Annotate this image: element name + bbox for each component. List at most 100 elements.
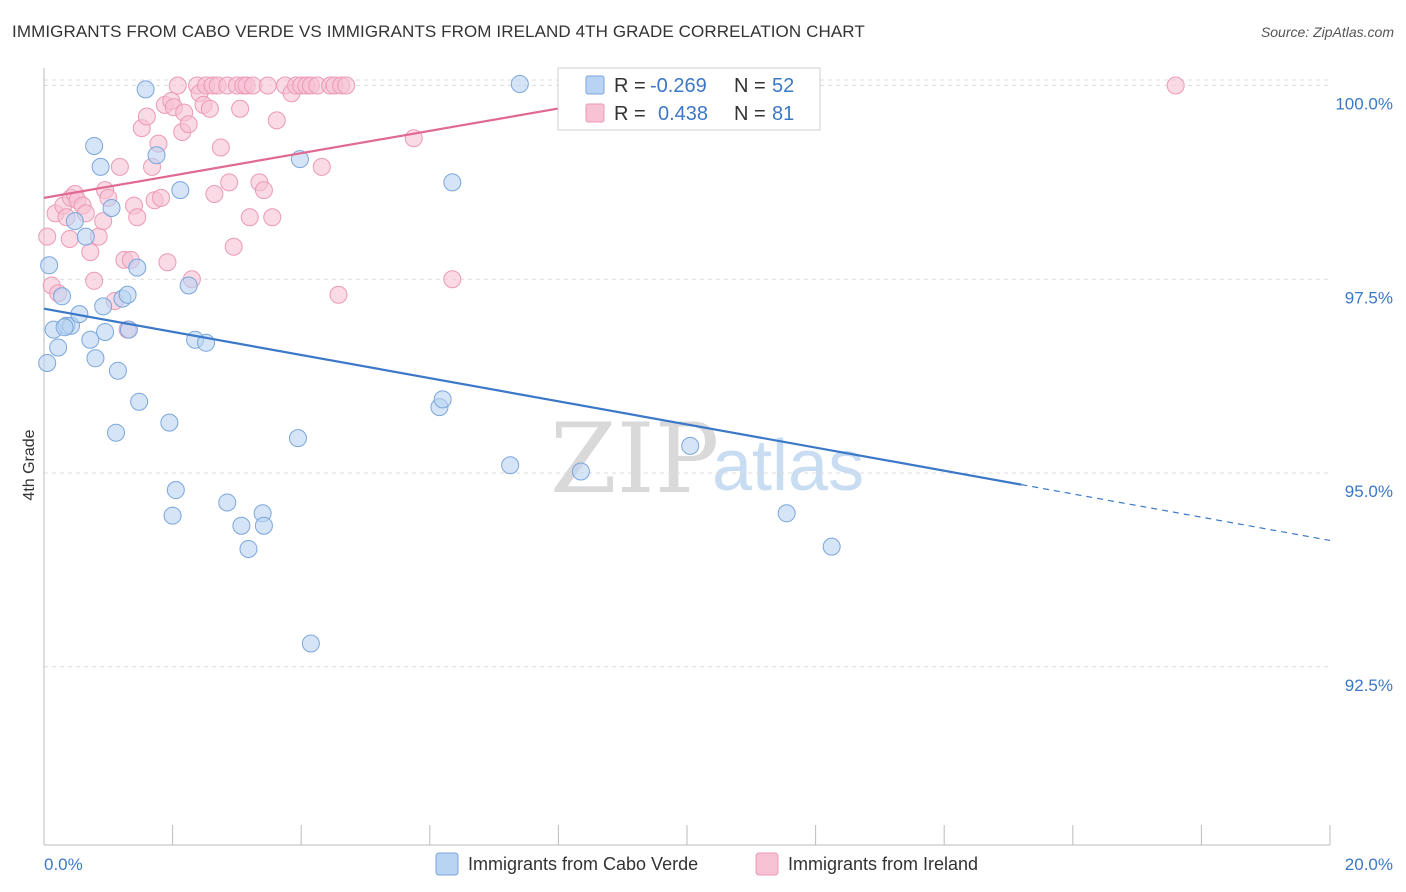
point-ireland (443, 270, 462, 289)
point-cabo (501, 456, 520, 475)
point-cabo (107, 423, 126, 442)
legend-r-value-ireland: 0.438 (658, 103, 708, 125)
series-legend-label-ireland: Immigrants from Ireland (788, 854, 978, 874)
trend-line-cabo (43, 307, 1022, 486)
point-ireland (220, 173, 239, 192)
point-ireland (85, 271, 104, 290)
tick-labels: 92.5% 95.0% 97.5% 100.0% 0.0% 20.0% (44, 95, 1393, 875)
point-cabo (55, 318, 74, 337)
point-cabo (163, 506, 182, 525)
point-cabo (49, 338, 68, 357)
point-cabo (232, 516, 251, 535)
trend-line-cabo-extension (1021, 484, 1331, 542)
legend-n-value-cabo: 52 (772, 75, 794, 97)
point-cabo (433, 390, 452, 409)
point-cabo (102, 198, 121, 217)
point-cabo (777, 504, 796, 523)
y-tick-label: 100.0% (1335, 95, 1393, 114)
chart-title: IMMIGRANTS FROM CABO VERDE VS IMMIGRANTS… (12, 22, 865, 41)
data-points (38, 74, 1185, 653)
point-ireland (158, 253, 177, 272)
point-ireland (211, 138, 230, 157)
point-cabo (571, 462, 590, 481)
y-axis-title: 4th Grade (21, 429, 38, 500)
series-legend: Immigrants from Cabo Verde Immigrants fr… (435, 852, 978, 876)
point-ireland (179, 115, 198, 134)
y-tick-label: 95.0% (1345, 482, 1393, 501)
watermark-atlas: atlas (712, 426, 864, 506)
x-tick-label-max: 20.0% (1345, 855, 1393, 874)
point-cabo (130, 392, 149, 411)
point-cabo (301, 634, 320, 653)
point-ireland (329, 285, 348, 304)
point-cabo (86, 349, 105, 368)
y-tick-label: 92.5% (1345, 676, 1393, 695)
point-cabo (147, 146, 166, 165)
point-ireland (60, 229, 79, 248)
series-legend-label-cabo: Immigrants from Cabo Verde (468, 854, 698, 874)
point-ireland (231, 99, 250, 118)
point-cabo (85, 136, 104, 155)
point-cabo (118, 285, 137, 304)
point-ireland (94, 212, 113, 231)
point-ireland (110, 157, 129, 176)
point-cabo (443, 173, 462, 192)
point-cabo (160, 413, 179, 432)
series-legend-swatch-ireland (755, 852, 779, 876)
legend-n-value-ireland: 81 (772, 103, 794, 125)
watermark: ZIP atlas (550, 403, 864, 515)
point-cabo (108, 361, 127, 380)
y-tick-label: 97.5% (1345, 288, 1393, 307)
point-cabo (822, 537, 841, 556)
point-ireland (267, 111, 286, 130)
point-cabo (681, 436, 700, 455)
point-ireland (205, 185, 224, 203)
legend-swatch-cabo (585, 75, 605, 95)
point-cabo (171, 181, 190, 200)
legend-swatch-ireland (585, 103, 605, 123)
point-cabo (76, 227, 95, 246)
legend-n-label: N = (734, 103, 766, 125)
point-cabo (53, 287, 72, 306)
legend-n-label: N = (734, 75, 766, 97)
point-cabo (136, 80, 155, 99)
point-ireland (168, 76, 187, 95)
watermark-zip: ZIP (550, 403, 719, 515)
point-ireland (263, 208, 282, 227)
point-ireland (258, 76, 277, 95)
point-ireland (337, 76, 356, 95)
source-label: Source: ZipAtlas.com (1260, 24, 1394, 40)
point-ireland (128, 208, 147, 227)
point-cabo (288, 429, 307, 448)
point-ireland (312, 157, 331, 176)
point-cabo (166, 481, 185, 500)
point-cabo (38, 353, 57, 372)
point-ireland (1166, 76, 1185, 95)
point-cabo (81, 330, 100, 349)
point-cabo (239, 539, 258, 558)
legend-r-label: R = (614, 103, 646, 125)
point-cabo (91, 157, 110, 176)
point-cabo (218, 493, 237, 512)
point-ireland (254, 181, 273, 200)
point-ireland (38, 227, 57, 246)
x-tick-label-min: 0.0% (44, 855, 83, 874)
point-cabo (179, 276, 198, 295)
point-ireland (240, 208, 259, 227)
point-cabo (96, 322, 115, 341)
point-ireland (200, 99, 219, 118)
point-cabo (40, 256, 59, 275)
legend-r-label: R = (614, 75, 646, 97)
point-ireland (224, 237, 243, 256)
legend-r-value-cabo: -0.269 (650, 75, 707, 97)
stats-legend: R = -0.269 N = 52 R = 0.438 N = 81 (557, 67, 821, 131)
series-legend-swatch-cabo (435, 852, 459, 876)
point-cabo (94, 297, 113, 316)
point-cabo (510, 74, 529, 93)
point-cabo (128, 258, 147, 277)
point-ireland (137, 107, 156, 126)
point-cabo (65, 212, 84, 231)
gridlines (44, 79, 1330, 668)
point-cabo (254, 516, 273, 535)
